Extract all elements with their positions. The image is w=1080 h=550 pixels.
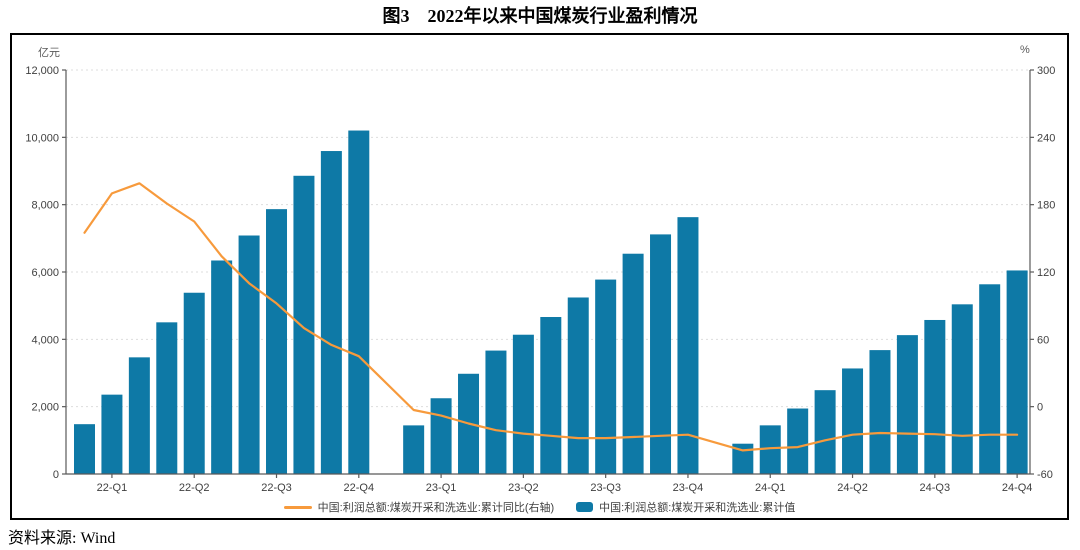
- bar-2022-11: [320, 151, 342, 474]
- chart-frame: 亿元 % 0 2,000 4,000 6,000 8,000 10,000 12,000 -6…: [10, 33, 1069, 520]
- bar-2022-07: [211, 260, 233, 474]
- left-axis-tick-label: 8,000: [31, 200, 59, 212]
- left-axis-tick-label: 2,000: [31, 402, 59, 414]
- bar-2023-03: [430, 398, 452, 474]
- x-axis-tick-label: 22-Q1: [97, 482, 128, 494]
- chart-canvas: 0 2,000 4,000 6,000 8,000 10,000 12,000 -60 0 60 1…: [25, 65, 1055, 494]
- x-axis-tick-label: 22-Q4: [344, 482, 375, 494]
- bar-2023-07: [540, 317, 562, 474]
- yoy-line: [83, 182, 1019, 452]
- legend-bar-label: 中国:利润总额:煤炭开采和洗选业:累计值: [599, 502, 796, 514]
- legend-bar-swatch-icon: [576, 502, 594, 512]
- right-axis-tick-label: 240: [1037, 132, 1055, 144]
- right-axis-tick-label: 60: [1037, 334, 1049, 346]
- bar-2022-02: [74, 424, 95, 474]
- left-axis-tick-label: 0: [53, 469, 59, 481]
- legend-item-yoy-line: 中国:利润总额:煤炭开采和洗选业:累计同比(右轴): [283, 499, 555, 515]
- bar-2023-12: [677, 217, 699, 475]
- right-axis-tick-label: 120: [1037, 267, 1055, 279]
- bar-2023-09: [595, 279, 617, 474]
- left-axis-tick-label: 4,000: [31, 334, 59, 346]
- bar-2023-10: [622, 253, 644, 474]
- bar-2024-03: [759, 425, 781, 474]
- bar-2024-05: [814, 390, 836, 474]
- bar-2022-04: [128, 357, 150, 474]
- legend-line-swatch-icon: [283, 505, 312, 509]
- bar-2022-08: [238, 235, 260, 474]
- bar-2022-12: [348, 130, 370, 475]
- bar-2023-11: [650, 234, 672, 474]
- x-axis-tick-label: 23-Q1: [426, 482, 457, 494]
- left-axis-tick-label: 10,000: [25, 132, 59, 144]
- bar-2024-02: [732, 443, 754, 474]
- x-axis-tick-label: 24-Q3: [920, 482, 951, 494]
- chart-legend: 中国:利润总额:煤炭开采和洗选业:累计同比(右轴) 中国:利润总额:煤炭开采和洗…: [12, 499, 1067, 515]
- x-axis-tick-label: 23-Q3: [590, 482, 621, 494]
- left-axis-unit-label: 亿元: [38, 47, 60, 59]
- legend-item-cumulative-bar: 中国:利润总额:煤炭开采和洗选业:累计值: [576, 499, 795, 515]
- bar-2024-12: [1006, 270, 1028, 474]
- x-axis-tick-label: 22-Q3: [261, 482, 292, 494]
- bar-2024-10: [951, 304, 973, 474]
- bar-2023-05: [485, 350, 507, 474]
- bar-2023-08: [567, 297, 589, 474]
- right-axis-tick-label: 300: [1037, 65, 1055, 77]
- x-axis-tick-label: 23-Q2: [508, 482, 539, 494]
- right-axis-unit-label: %: [1020, 44, 1030, 56]
- bar-2024-07: [869, 350, 891, 474]
- bar-2022-05: [156, 322, 178, 474]
- bar-2023-06: [512, 334, 534, 474]
- x-axis-tick-label: 24-Q2: [837, 482, 868, 494]
- bar-2024-11: [979, 284, 1001, 474]
- right-axis-tick-label: 0: [1037, 402, 1043, 414]
- bar-2024-04: [787, 408, 809, 474]
- left-axis-tick-label: 6,000: [31, 267, 59, 279]
- x-axis-tick-label: 23-Q4: [673, 482, 704, 494]
- bar-2022-03: [101, 394, 123, 474]
- bar-2024-06: [842, 368, 864, 474]
- bar-2024-08: [896, 335, 918, 474]
- x-axis-tick-label: 24-Q1: [755, 482, 786, 494]
- bar-2022-09: [266, 209, 288, 474]
- figure-title: 图3 2022年以来中国煤炭行业盈利情况: [382, 6, 698, 26]
- x-axis-tick-label: 22-Q2: [179, 482, 210, 494]
- bar-2022-06: [183, 292, 205, 474]
- legend-line-label: 中国:利润总额:煤炭开采和洗选业:累计同比(右轴): [317, 502, 555, 514]
- right-axis-tick-label: -60: [1037, 469, 1053, 481]
- bar-2022-10: [293, 175, 315, 474]
- bar-2024-09: [924, 319, 946, 474]
- source-note: 资料来源: Wind: [8, 530, 116, 547]
- right-axis-tick-label: 180: [1037, 200, 1055, 212]
- left-axis-tick-label: 12,000: [25, 65, 59, 77]
- x-axis-tick-label: 24-Q4: [1002, 482, 1033, 494]
- bar-2023-02: [403, 425, 425, 474]
